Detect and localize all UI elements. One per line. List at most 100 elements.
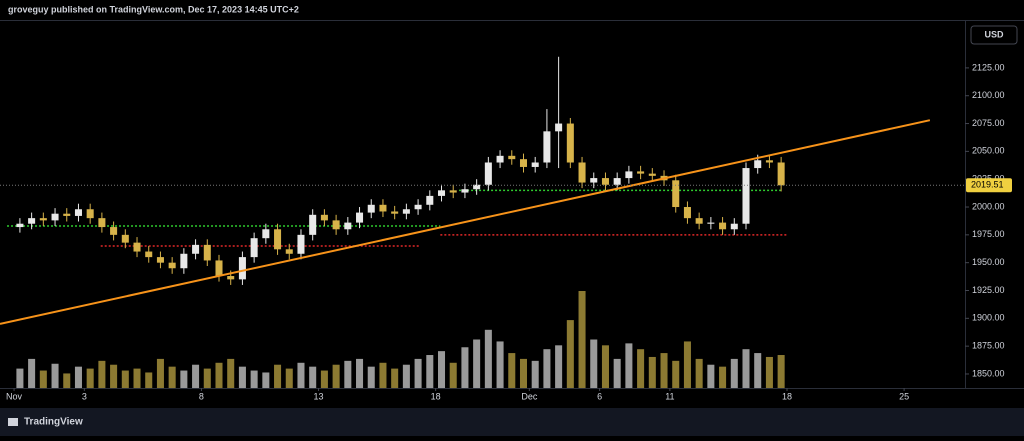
volume-bar: [367, 366, 375, 388]
candle-body: [484, 162, 492, 185]
volume-bar: [227, 358, 235, 388]
volume-bar: [695, 358, 703, 388]
volume-bar: [133, 368, 141, 388]
candle-body: [590, 178, 598, 183]
volume-bar: [192, 364, 200, 388]
candle-body: [449, 190, 457, 193]
candle-body: [379, 204, 387, 212]
volume-bar: [496, 341, 504, 388]
volume-bar: [320, 370, 328, 388]
plot-area: 1850.00 1875.00 1900.00 1925.00 1950.00 1975.…: [0, 56, 1012, 401]
volume-bar: [379, 362, 387, 388]
candle-body: [473, 184, 481, 190]
volume-bar: [156, 358, 164, 388]
volume-bar: [461, 347, 469, 388]
volume-bar: [86, 368, 94, 388]
volume-bar: [39, 370, 47, 388]
candle-body: [672, 180, 680, 208]
volume-bar: [74, 366, 82, 388]
volume-bar: [98, 360, 106, 388]
volume-bar: [613, 358, 621, 388]
candle-body: [719, 222, 727, 230]
last-price-label: 2019.51: [971, 180, 1004, 190]
candle-body: [274, 229, 282, 250]
x-tick-label: 3: [82, 391, 87, 401]
y-tick-label: 2100.00: [972, 90, 1005, 100]
volume-bar: [648, 356, 656, 388]
volume-bar: [683, 341, 691, 388]
volume-bar: [180, 370, 188, 388]
candle-body: [625, 171, 633, 179]
volume-bar: [754, 353, 762, 388]
candle-body: [356, 212, 364, 223]
candle-body: [695, 218, 703, 224]
volume-bar: [578, 291, 586, 388]
candle-body: [297, 234, 305, 254]
volume-bar: [566, 320, 574, 388]
volume-bar: [473, 339, 481, 388]
volume-bar: [28, 358, 36, 388]
candle-body: [683, 207, 691, 219]
candle-body: [156, 257, 164, 263]
candle-body: [742, 168, 750, 224]
candle-body: [133, 242, 141, 252]
volume-bar: [543, 349, 551, 388]
volume-bar: [356, 358, 364, 388]
brand-logo: [8, 418, 18, 426]
volume-bar: [63, 373, 71, 388]
volume-bar: [203, 368, 211, 388]
candle-body: [203, 244, 211, 261]
volume-bar: [660, 353, 668, 388]
candle-body: [730, 223, 738, 230]
volume-bar: [519, 358, 528, 388]
candle-body: [238, 257, 246, 280]
y-tick-label: 2050.00: [972, 146, 1005, 156]
candle-body: [578, 162, 586, 183]
volume-bar: [672, 360, 680, 388]
volume-bar: [707, 364, 715, 388]
candle-body: [648, 173, 656, 176]
volume-bar: [274, 364, 282, 388]
currency: USD: [984, 29, 1004, 39]
brand: TradingView: [24, 417, 83, 428]
candle-body: [63, 213, 71, 216]
volume-bar: [484, 329, 492, 388]
x-tick-label: 13: [314, 391, 324, 401]
last-price-tag: [966, 178, 1012, 193]
candle-body: [402, 209, 410, 214]
candle-body: [98, 218, 106, 228]
candle-body: [28, 218, 36, 224]
volume-bar: [730, 358, 738, 388]
candle-body: [285, 249, 293, 254]
x-tick-label: 11: [665, 391, 674, 401]
volume-bar: [344, 360, 352, 388]
x-tick-label: 18: [782, 391, 792, 401]
footer: [0, 408, 1024, 436]
volume-bar: [414, 358, 422, 388]
y-tick-label: 2125.00: [972, 62, 1005, 72]
candle-body: [250, 238, 258, 258]
volume-bar: [215, 362, 223, 388]
candle-body: [309, 214, 317, 235]
y-tick-label: 1975.00: [972, 229, 1005, 239]
candle-body: [519, 159, 528, 167]
currency-box[interactable]: [970, 25, 1018, 45]
volume-bar: [51, 363, 59, 388]
candle-body: [777, 162, 785, 186]
candle-body: [613, 178, 621, 185]
axis-border: [965, 20, 966, 388]
volume-bar: [309, 366, 317, 388]
x-tick-label: 8: [199, 391, 204, 401]
x-tick-label: Dec: [521, 391, 538, 401]
volume-bar: [765, 356, 773, 388]
candle-body: [765, 160, 773, 163]
candle-body: [86, 209, 94, 219]
volume-bar: [601, 345, 609, 388]
volume-bar: [742, 349, 750, 388]
candle-body: [437, 190, 446, 196]
volume-bar: [262, 372, 270, 388]
x-tick-label: 25: [899, 391, 909, 401]
candle-body: [637, 171, 645, 174]
